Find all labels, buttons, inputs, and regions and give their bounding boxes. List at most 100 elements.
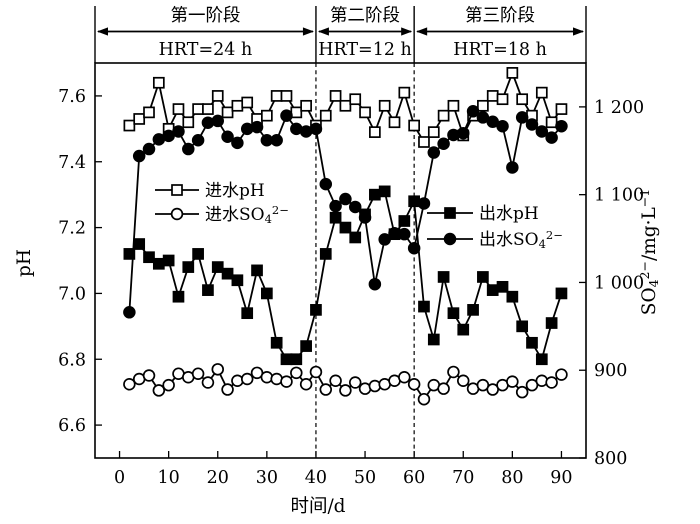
series-point-effluent-so4 (270, 133, 283, 147)
series-point-influent-ph (143, 106, 155, 119)
series-point-influent-ph (290, 106, 303, 119)
y-left-tick-label: 6.8 (58, 350, 86, 370)
x-tick-label: 90 (550, 468, 572, 488)
series-point-effluent-ph (152, 257, 165, 270)
series-point-influent-ph (516, 93, 529, 106)
series-point-effluent-ph (123, 248, 136, 260)
series-point-effluent-ph (270, 336, 283, 349)
series-point-influent-ph (192, 103, 204, 115)
series-point-effluent-so4 (339, 192, 352, 206)
series-point-influent-so4 (348, 376, 362, 389)
series-point-influent-so4 (339, 384, 352, 397)
series-point-effluent-so4 (358, 211, 372, 224)
series-point-influent-so4 (437, 382, 450, 395)
series-point-influent-ph (398, 86, 411, 99)
series-point-influent-ph (418, 136, 430, 148)
series-point-effluent-ph (211, 261, 224, 273)
series-point-influent-so4 (417, 392, 431, 406)
y-left-tick-label: 7.0 (58, 284, 86, 304)
phase-arrowhead-right (401, 27, 413, 36)
series-point-effluent-so4 (132, 149, 146, 163)
series-point-influent-so4 (211, 363, 225, 376)
y-left-axis-title: pH (14, 249, 35, 277)
series-point-effluent-ph (408, 195, 420, 208)
series-point-influent-ph (427, 126, 440, 138)
series-point-effluent-ph (251, 264, 263, 277)
series-point-influent-ph (241, 96, 254, 109)
series-point-effluent-ph (369, 188, 381, 201)
series-point-effluent-ph (516, 320, 529, 333)
series-point-effluent-ph (261, 287, 273, 300)
series-point-effluent-ph (398, 215, 411, 227)
series-point-effluent-ph (172, 290, 185, 303)
series-point-effluent-so4 (280, 109, 293, 122)
series-point-influent-so4 (319, 383, 333, 396)
series-point-influent-so4 (162, 378, 175, 392)
hrt-label: HRT=24 h (159, 40, 253, 60)
series-point-influent-so4 (240, 372, 254, 386)
series-point-effluent-ph (555, 287, 568, 300)
series-point-effluent-ph (349, 231, 362, 244)
phase-label: 第三阶段 (465, 6, 535, 26)
legend-marker-effluent-ph (444, 207, 456, 219)
series-point-effluent-ph (182, 261, 195, 273)
series-point-effluent-so4 (182, 142, 195, 156)
series-point-influent-so4 (506, 375, 519, 388)
series-point-effluent-so4 (506, 161, 519, 174)
x-tick-label: 50 (354, 468, 376, 488)
series-point-influent-so4 (191, 367, 205, 380)
series-point-effluent-so4 (496, 119, 509, 133)
series-point-effluent-so4 (368, 277, 382, 291)
series-point-effluent-so4 (417, 197, 431, 210)
legend-label-effluent-so4: 出水SO42− (479, 228, 563, 251)
series-point-influent-ph (221, 106, 234, 119)
series-point-influent-so4 (329, 374, 342, 388)
series-point-effluent-ph (526, 336, 538, 349)
series-point-influent-so4 (260, 370, 274, 384)
series-point-influent-so4 (201, 376, 215, 389)
series-point-effluent-ph (133, 238, 146, 250)
series-point-influent-ph (477, 99, 489, 112)
series-point-influent-so4 (368, 379, 382, 393)
hrt-label: HRT=18 h (453, 40, 547, 60)
series-point-influent-ph (319, 109, 332, 122)
series-point-influent-ph (280, 90, 293, 102)
series-point-influent-so4 (309, 365, 323, 379)
phase-label: 第一阶段 (170, 6, 240, 26)
series-point-effluent-so4 (348, 200, 362, 214)
hrt-label: HRT=12 h (318, 40, 412, 60)
series-point-influent-ph (211, 90, 224, 102)
series-point-influent-ph (437, 109, 450, 122)
series-point-influent-ph (388, 116, 401, 129)
series-point-effluent-ph (319, 248, 332, 260)
series-point-effluent-ph (221, 267, 234, 280)
series-point-influent-ph (408, 119, 420, 132)
series-point-effluent-so4 (437, 137, 450, 151)
x-axis-title: 时间/d (290, 496, 345, 517)
series-point-effluent-so4 (221, 130, 234, 143)
series-point-influent-ph (339, 99, 352, 112)
phase-arrowhead-right (302, 27, 314, 36)
series-point-effluent-ph (418, 300, 430, 313)
series-point-influent-so4 (447, 365, 460, 379)
series-point-influent-ph (349, 93, 362, 106)
x-tick-label: 60 (403, 468, 425, 488)
series-point-effluent-ph (427, 333, 440, 346)
series-point-effluent-ph (496, 280, 509, 293)
series-point-influent-so4 (231, 374, 244, 388)
series-point-influent-so4 (457, 374, 470, 388)
series-point-effluent-ph (280, 353, 293, 366)
x-tick-label: 30 (256, 468, 278, 488)
series-point-influent-ph (545, 116, 558, 129)
legend-marker-influent-so4 (170, 207, 184, 221)
series-point-effluent-so4 (466, 105, 480, 118)
series-point-influent-ph (123, 119, 136, 132)
series-point-influent-ph (359, 106, 371, 119)
legend-label-effluent-ph: 出水pH (479, 204, 539, 224)
series-point-influent-so4 (123, 378, 136, 391)
series-point-effluent-ph (447, 307, 460, 320)
series-point-effluent-so4 (545, 131, 558, 144)
series-point-effluent-so4 (398, 227, 411, 241)
series-point-effluent-ph (162, 254, 175, 267)
